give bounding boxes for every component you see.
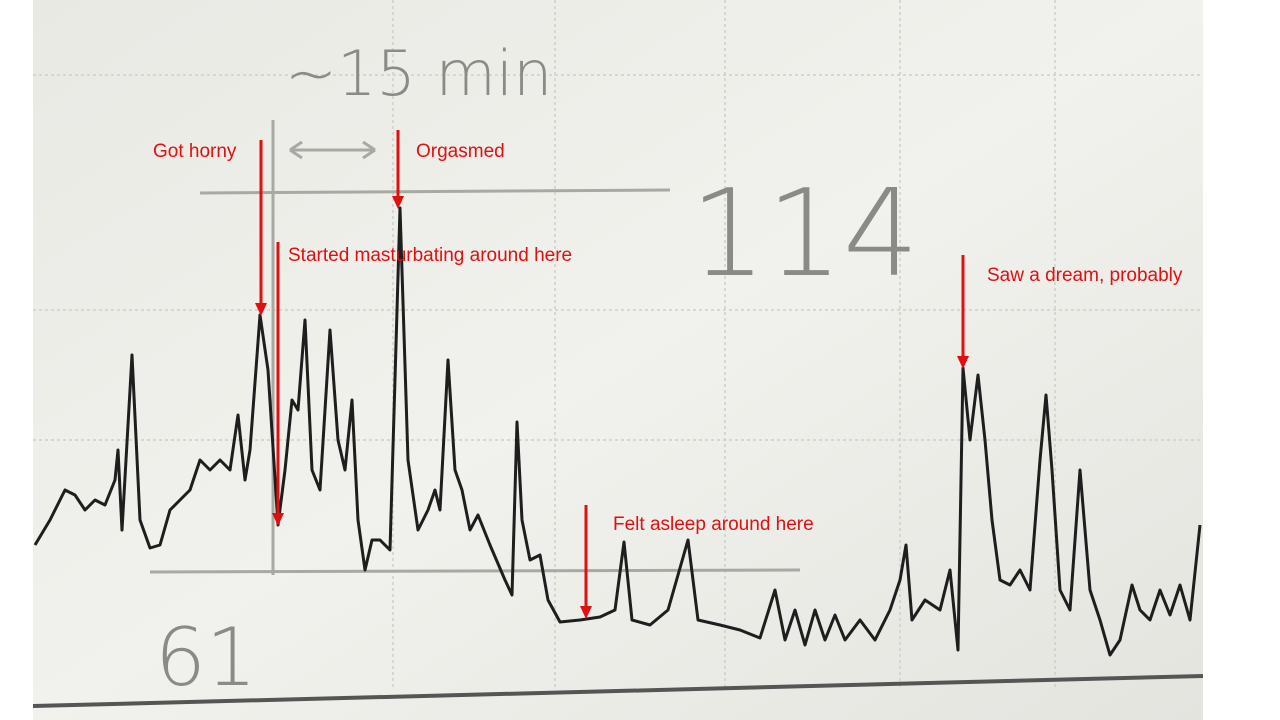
annotation: Got horny [153,141,237,162]
paper-grid [33,0,1203,690]
duration-label: ~15 min [285,37,552,110]
annotation: Saw a dream, probably [987,265,1183,286]
arrows [255,130,969,619]
min-label: 61 [155,611,257,704]
bottom-line [32,674,1204,708]
annotation: Started masturbating around here [288,245,572,266]
max-label: 114 [690,165,919,304]
paper [33,0,1203,720]
annotation: Felt asleep around here [613,514,814,535]
heart-rate-trace [33,206,1202,657]
annotation: Orgasmed [416,141,505,162]
